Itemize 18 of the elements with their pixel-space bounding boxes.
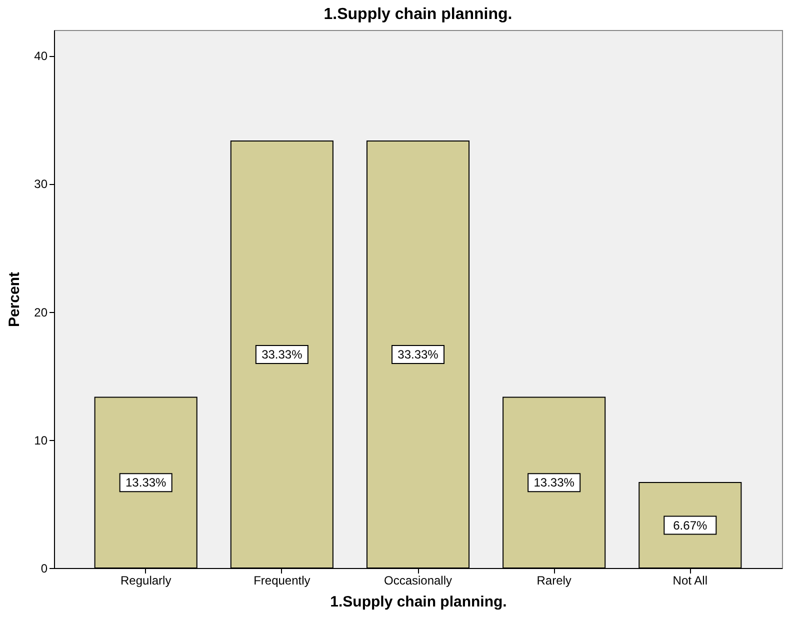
data-label: 13.33% (534, 476, 575, 490)
y-tick-label: 40 (34, 49, 48, 64)
y-tick-label: 0 (40, 562, 48, 576)
x-tick-label: Regularly (120, 574, 172, 588)
data-label: 13.33% (126, 476, 167, 490)
y-tick-label: 30 (34, 177, 48, 192)
chart-title: 1.Supply chain planning. (324, 6, 512, 23)
x-tick-label: Frequently (254, 574, 310, 588)
data-label: 33.33% (262, 348, 303, 362)
data-label: 33.33% (398, 348, 439, 362)
x-axis-title: 1.Supply chain planning. (330, 594, 507, 610)
data-label: 6.67% (673, 518, 708, 532)
x-tick-label: Occasionally (384, 574, 452, 588)
y-tick-label: 10 (34, 433, 48, 448)
y-tick-label: 20 (34, 305, 48, 320)
x-tick-label: Not All (672, 574, 708, 588)
x-tick-label: Rarely (536, 574, 572, 588)
y-axis-title: Percent (6, 272, 24, 328)
